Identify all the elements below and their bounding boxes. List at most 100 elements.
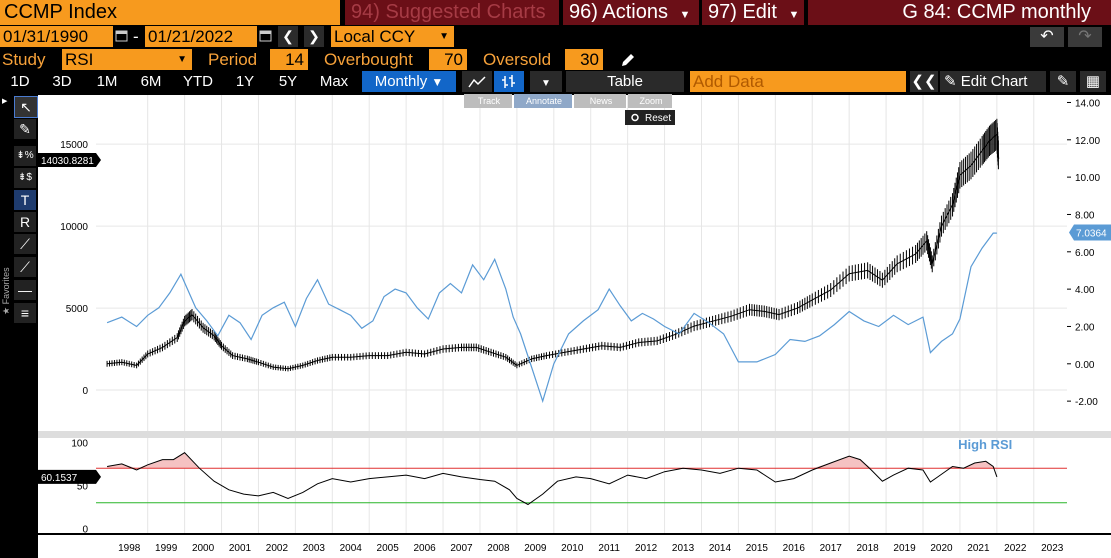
edit-chart-button[interactable]: ✎ Edit Chart — [940, 71, 1046, 92]
settings-edit-icon[interactable]: ✎ — [1050, 71, 1076, 92]
previous-period-button[interactable]: ❮ — [278, 26, 298, 47]
next-period-button[interactable]: ❯ — [304, 26, 324, 47]
left-tick-label: 10000 — [60, 222, 88, 233]
date-separator: - — [133, 27, 139, 46]
rsi-panel: 100 50 0 — [71, 438, 1111, 536]
x-tick-label: 2023 — [1041, 543, 1064, 554]
chart-overlay: 14030.8281 7.0364 60.1537 High RSI Track Anno… — [38, 94, 1111, 484]
period-tab-6m[interactable]: 6M — [140, 73, 162, 90]
chart-toolbar-zoom[interactable]: Zoom — [628, 94, 672, 108]
cursor-tool-icon[interactable]: ↖ — [14, 96, 38, 118]
chart-toolbar-label: Track — [478, 96, 501, 106]
x-tick-label: 2022 — [1004, 543, 1027, 554]
line-chart-icon[interactable] — [462, 71, 492, 92]
favorites-tab[interactable]: ★ Favorites — [1, 205, 13, 315]
calendar-icon[interactable] — [259, 29, 272, 42]
grid-icon[interactable]: ▦ — [1080, 71, 1106, 92]
left-tick-label: 5000 — [66, 304, 89, 315]
chart-canvas[interactable]: 15000 10000 5000 0 14.00 12.00 10.00 8.00 6.00 4.… — [38, 93, 1111, 558]
dollar-tool-icon[interactable]: ⇟$ — [14, 168, 36, 188]
pencil-icon[interactable] — [619, 51, 637, 69]
text-tool-icon[interactable]: T — [14, 190, 36, 210]
study-select[interactable]: RSI ▼ — [62, 49, 192, 70]
actions-label: Actions — [602, 1, 668, 23]
period-tab-3d[interactable]: 3D — [52, 73, 72, 90]
date-bar: 01/31/1990 - 01/21/2022 ❮ ❯ Local CCY ▼ … — [0, 26, 1111, 48]
add-data-placeholder: Add Data — [693, 72, 764, 91]
reset-icon — [631, 113, 639, 122]
toolbar: 1D 3D 1M 6M YTD 1Y 5Y Max Monthly ▼ ▼ Ta… — [0, 71, 1111, 93]
study-bar: Study RSI ▼ Period 14 Overbought 70 Over… — [0, 49, 1111, 70]
edit-chart-label: Edit Chart — [960, 73, 1028, 90]
price-line — [107, 133, 1000, 370]
period-tab-1d[interactable]: 1D — [10, 73, 30, 90]
chart-toolbar-annotate[interactable]: Annotate — [514, 94, 572, 108]
chart-toolbar-track[interactable]: Track — [464, 94, 512, 108]
x-tick-label: 1998 — [118, 543, 141, 554]
rsi-plot-background — [96, 438, 1067, 533]
reset-button[interactable]: Reset — [625, 110, 675, 125]
frequency-select[interactable]: Monthly ▼ — [362, 71, 456, 92]
suggested-label: Suggested Charts — [385, 1, 546, 23]
calendar-icon[interactable] — [115, 29, 128, 42]
chart-type-dropdown[interactable]: ▼ — [530, 71, 562, 92]
collapse-icon[interactable]: ❮❮ — [910, 71, 938, 92]
fibonacci-tool-icon[interactable]: ≡ — [14, 303, 36, 323]
overbought-input[interactable]: 70 — [429, 49, 467, 70]
start-date-input[interactable]: 01/31/1990 — [0, 26, 113, 47]
channel-tool-icon[interactable]: ⟋ — [14, 257, 36, 277]
actions-menu[interactable]: 96) Actions ▼ — [563, 0, 699, 25]
edit-menu[interactable]: 97) Edit ▼ — [702, 0, 804, 25]
redo-button[interactable]: ↷ — [1068, 27, 1102, 47]
right-tick-label: 2.00 — [1075, 322, 1095, 333]
rsi-current-label: 60.1537 — [41, 473, 78, 484]
chart-toolbar-label: News — [590, 96, 613, 106]
x-tick-label: 2011 — [598, 543, 620, 554]
x-tick-label: 2009 — [524, 543, 547, 554]
rsi-tick-label: 50 — [77, 482, 89, 493]
ticker-field[interactable]: CCMP Index — [0, 0, 340, 25]
end-date-input[interactable]: 01/21/2022 — [145, 26, 257, 47]
draw-line-tool-icon[interactable]: ✎ — [14, 119, 36, 139]
regression-tool-icon[interactable]: R — [14, 212, 36, 232]
x-tick-label: 2010 — [561, 543, 584, 554]
suggested-charts-button[interactable]: 94) Suggested Charts — [345, 0, 559, 25]
rsi-tick-label: 0 — [82, 525, 88, 536]
period-tab-1y[interactable]: 1Y — [235, 73, 255, 90]
x-tick-label: 2016 — [783, 543, 806, 554]
undo-button[interactable]: ↶ — [1030, 27, 1064, 47]
chart-toolbar-label: Annotate — [526, 96, 562, 106]
period-input[interactable]: 14 — [270, 49, 308, 70]
period-tab-max[interactable]: Max — [319, 73, 349, 90]
table-button[interactable]: Table — [566, 71, 684, 92]
currency-select[interactable]: Local CCY ▼ — [331, 26, 454, 47]
oversold-input[interactable]: 30 — [565, 49, 603, 70]
chevron-down-icon: ▼ — [541, 78, 551, 89]
x-tick-label: 2005 — [377, 543, 400, 554]
add-data-input[interactable]: Add Data — [690, 71, 906, 92]
chart-toolbar-button-bg — [574, 94, 626, 108]
current-value-label: 7.0364 — [1076, 228, 1107, 239]
horizontal-line-tool-icon[interactable]: — — [14, 280, 36, 300]
trendline-tool-icon[interactable]: ⟋ — [14, 234, 36, 254]
period-tab-ytd[interactable]: YTD — [183, 73, 213, 90]
chart-toolbar-button-bg — [464, 94, 512, 108]
period-tab-1m[interactable]: 1M — [96, 73, 118, 90]
expand-arrow-icon[interactable]: ▶ — [2, 98, 8, 105]
current-price-label: 14030.8281 — [41, 156, 94, 167]
x-tick-label: 2006 — [413, 543, 436, 554]
right-tick-label: 0.00 — [1075, 360, 1095, 371]
actions-num: 96) — [569, 1, 598, 23]
current-value-tag — [1069, 224, 1111, 241]
x-tick-label: 2001 — [229, 543, 252, 554]
suggested-num: 94) — [351, 1, 380, 23]
percent-tool-icon[interactable]: ⇟% — [14, 146, 36, 166]
x-tick-label: 2019 — [893, 543, 916, 554]
x-tick-label: 2017 — [820, 543, 843, 554]
edit-label: Edit — [742, 1, 777, 23]
left-tick-label: 0 — [82, 386, 88, 397]
chart-toolbar-news[interactable]: News — [574, 94, 626, 108]
chevron-down-icon: ▼ — [788, 9, 800, 21]
period-tab-5y[interactable]: 5Y — [278, 73, 298, 90]
bar-chart-icon[interactable] — [494, 71, 524, 92]
